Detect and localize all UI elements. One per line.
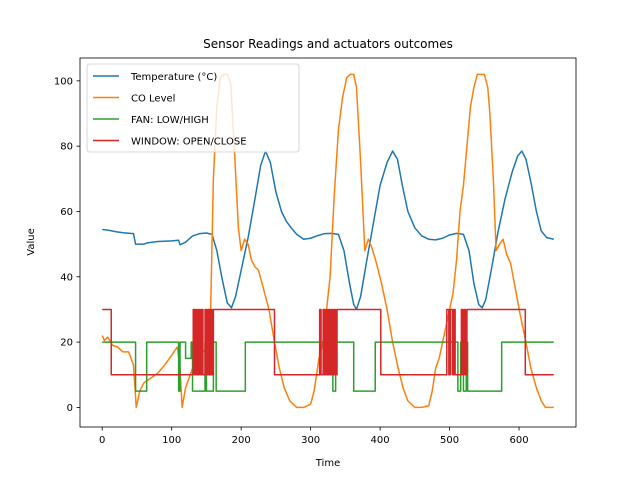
x-axis-label: Time — [315, 458, 340, 469]
legend-label: WINDOW: OPEN/CLOSE — [131, 137, 247, 148]
x-tick-label: 100 — [162, 435, 181, 446]
ticks-group: 0 100 200 300 400 500 600 0 20 40 60 80 100 — [54, 76, 529, 446]
y-tick-label: 0 — [67, 403, 73, 414]
series-line-4 — [102, 308, 554, 376]
y-tick-label: 100 — [54, 76, 73, 87]
series-line-1 — [102, 150, 554, 311]
y-tick-label: 60 — [60, 207, 73, 218]
legend-label: Temperature (°C) — [130, 72, 217, 83]
y-tick-label: 20 — [60, 338, 73, 349]
x-tick-label: 200 — [232, 435, 251, 446]
y-tick-label: 80 — [60, 142, 73, 153]
plot-frame — [79, 57, 577, 428]
x-tick-label: 600 — [509, 435, 528, 446]
y-axis-label: Value — [26, 228, 37, 255]
x-tick-label: 400 — [371, 435, 390, 446]
chart-title: Sensor Readings and actuators outcomes — [203, 37, 453, 51]
legend-label: FAN: LOW/HIGH — [131, 115, 209, 126]
x-tick-label: 300 — [301, 435, 320, 446]
legend: Temperature (°C) CO Level FAN: LOW/HIGH WIN… — [86, 63, 300, 153]
legend-label: CO Level — [131, 94, 175, 105]
x-tick-label: 0 — [99, 435, 105, 446]
series-line-3 — [102, 341, 554, 392]
legend-box — [86, 63, 300, 153]
series-group — [101, 73, 554, 409]
series-line-2 — [101, 73, 554, 409]
x-tick-label: 500 — [440, 435, 459, 446]
y-tick-label: 40 — [60, 272, 73, 283]
